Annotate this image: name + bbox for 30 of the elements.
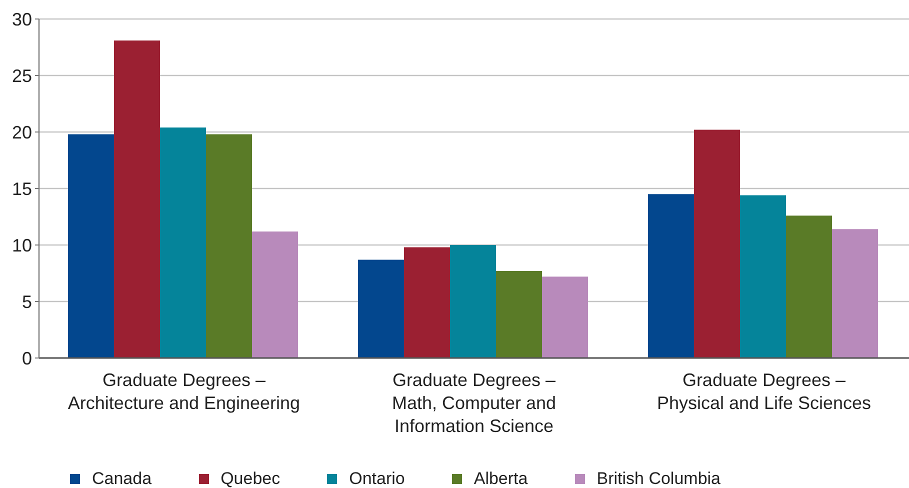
y-tick-label: 25 [12, 66, 32, 86]
bar [358, 260, 404, 358]
bar [206, 134, 252, 358]
bar [648, 194, 694, 358]
y-tick-label: 5 [22, 292, 32, 312]
bar [68, 134, 114, 358]
bar [252, 231, 298, 358]
legend-label: Alberta [474, 469, 528, 488]
x-tick-label: Graduate Degrees – Physical and Life Sciences [656, 370, 872, 413]
bar [114, 40, 160, 358]
bar [496, 270, 542, 358]
bar [542, 276, 588, 358]
y-tick-label: 0 [22, 348, 32, 368]
legend-label: British Columbia [596, 469, 720, 488]
bar [694, 130, 740, 358]
y-tick-label: 10 [12, 235, 32, 256]
bar [450, 245, 496, 358]
bar [786, 216, 832, 358]
legend-label: Ontario [349, 469, 405, 488]
legend-label: Canada [92, 469, 152, 488]
legend-label: Quebec [220, 469, 280, 488]
bar [832, 229, 878, 358]
bar [160, 127, 206, 358]
bar [404, 247, 450, 358]
y-tick-label: 30 [12, 9, 32, 30]
bar [740, 195, 786, 358]
x-tick-label: Graduate Degrees – Math, Computer and Information Science [392, 370, 556, 436]
y-tick-label: 20 [12, 122, 32, 142]
y-tick-label: 15 [12, 178, 32, 199]
x-tick-label: Graduate Degrees – Architecture and Engineering [68, 370, 300, 413]
